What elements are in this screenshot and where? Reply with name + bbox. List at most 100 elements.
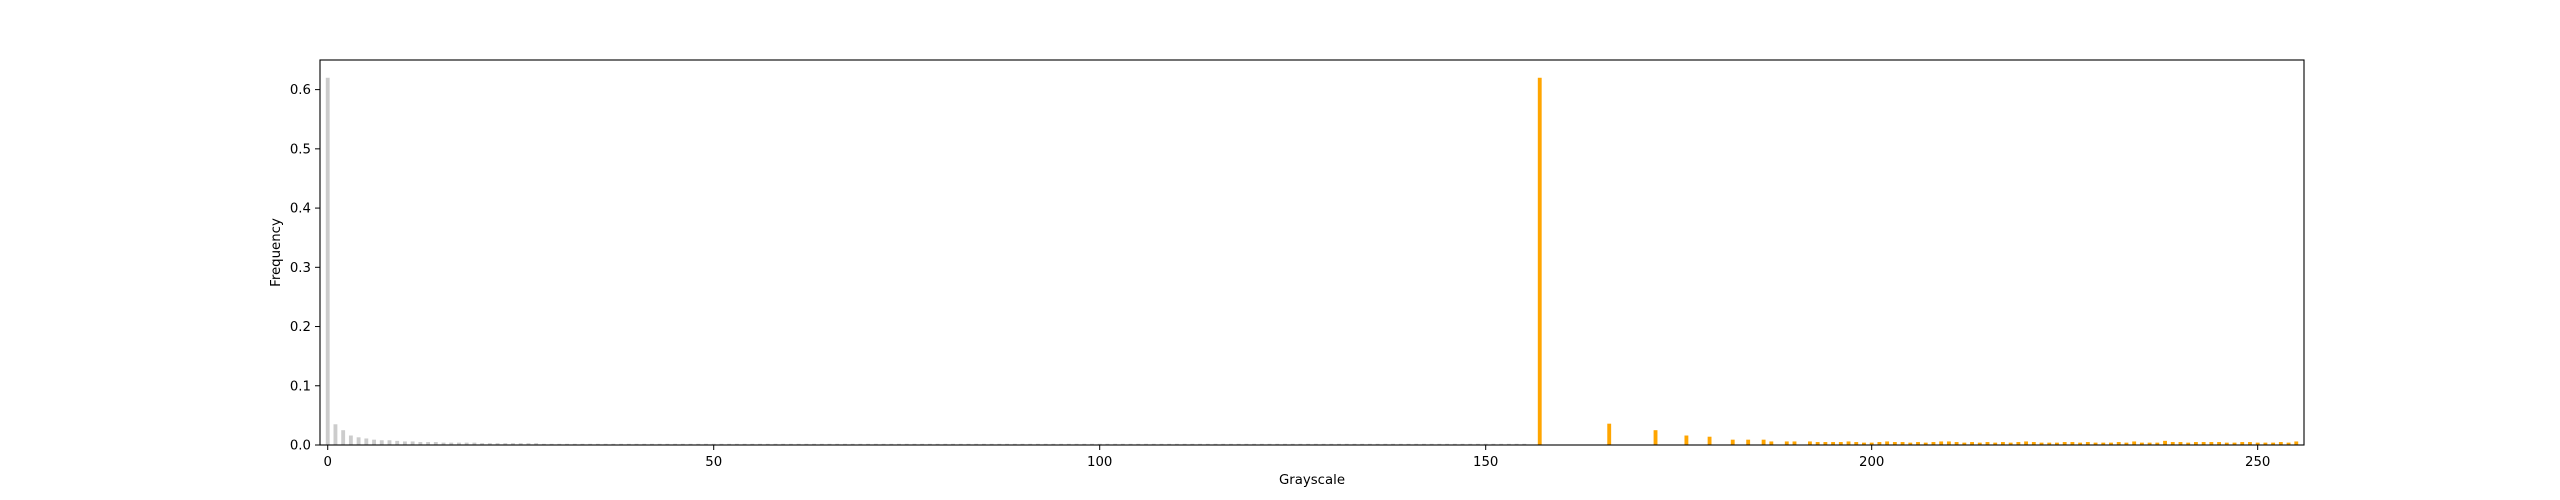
gray-bar-109 [1167, 443, 1172, 445]
gray-bar-125 [1290, 443, 1295, 445]
gray-bar-141 [1414, 443, 1419, 445]
gray-bar-112 [1190, 443, 1195, 445]
orange-bar-234 [2132, 441, 2137, 445]
gray-bar-95 [1059, 443, 1064, 445]
gray-bar-7 [379, 440, 384, 445]
gray-bar-87 [997, 443, 1002, 445]
orange-bar-179 [1707, 436, 1712, 445]
gray-bar-58 [773, 443, 778, 445]
orange-bar-240 [2178, 442, 2183, 445]
gray-bar-155 [1522, 443, 1527, 445]
gray-bar-146 [1452, 443, 1457, 445]
gray-bar-128 [1313, 443, 1318, 445]
gray-bar-99 [1090, 443, 1094, 445]
orange-bar-205 [1908, 442, 1913, 445]
gray-bar-72 [881, 443, 886, 445]
gray-bar-51 [719, 443, 724, 445]
gray-bar-46 [680, 443, 685, 445]
gray-bar-13 [426, 442, 431, 445]
orange-bar-243 [2201, 442, 2206, 445]
gray-bar-80 [943, 443, 948, 445]
orange-bar-247 [2232, 442, 2237, 445]
orange-bar-211 [1954, 442, 1959, 445]
orange-bar-212 [1962, 442, 1967, 445]
x-tick-label-0: 0 [323, 455, 331, 470]
gray-bar-16 [449, 442, 454, 445]
orange-bar-251 [2263, 442, 2268, 445]
orange-bar-233 [2124, 442, 2129, 445]
gray-bar-97 [1074, 443, 1079, 445]
x-axis-ticks: 0 50 100 150 200 250 [323, 445, 2270, 470]
gray-bar-142 [1422, 443, 1426, 445]
orange-bar-223 [2047, 442, 2052, 445]
orange-bar-182 [1730, 439, 1735, 445]
gray-bar-54 [742, 443, 747, 445]
gray-bar-135 [1367, 443, 1372, 445]
orange-bar-252 [2271, 442, 2276, 445]
orange-bar-230 [2101, 442, 2106, 445]
orange-bar-189 [1784, 441, 1789, 445]
gray-bar-32 [572, 443, 577, 445]
gray-bar-152 [1499, 443, 1504, 445]
gray-bar-22 [495, 443, 500, 445]
gray-bar-81 [951, 443, 955, 445]
gray-bar-94 [1051, 443, 1056, 445]
orange-bar-203 [1892, 442, 1897, 445]
orange-bar-207 [1923, 442, 1928, 445]
gray-bar-39 [626, 443, 631, 445]
gray-bar-119 [1244, 443, 1249, 445]
orange-bar-210 [1946, 441, 1951, 445]
orange-bar-218 [2008, 442, 2013, 445]
gray-bar-127 [1306, 443, 1311, 445]
gray-bar-137 [1383, 443, 1388, 445]
gray-bar-25 [518, 443, 523, 445]
gray-bar-42 [650, 443, 654, 445]
gray-bar-103 [1120, 443, 1125, 445]
orange-bar-219 [2016, 442, 2021, 445]
orange-bar-254 [2286, 442, 2291, 445]
gray-bar-53 [734, 443, 739, 445]
orange-bar-208 [1931, 442, 1936, 445]
gray-bar-45 [673, 443, 678, 445]
orange-bar-200 [1869, 442, 1874, 445]
gray-bar-86 [989, 443, 994, 445]
orange-bar-195 [1831, 442, 1836, 445]
gray-bar-82 [958, 443, 963, 445]
gray-bar-2 [341, 430, 346, 445]
gray-bar-85 [981, 443, 986, 445]
gray-bar-120 [1252, 443, 1257, 445]
gray-bar-62 [804, 443, 809, 445]
orange-bar-227 [2078, 442, 2083, 445]
gray-bar-149 [1476, 443, 1480, 445]
gray-bar-57 [765, 443, 770, 445]
orange-bar-236 [2147, 442, 2152, 445]
gray-bar-10 [402, 441, 407, 445]
orange-bar-241 [2186, 442, 2191, 445]
gray-bar-34 [588, 443, 593, 445]
gray-bar-52 [727, 443, 732, 445]
gray-bar-24 [511, 443, 515, 445]
orange-bar-184 [1746, 439, 1751, 445]
orange-bar-238 [2163, 440, 2167, 445]
orange-bar-216 [1993, 442, 1998, 445]
gray-bar-70 [866, 443, 871, 445]
gray-bar-38 [619, 443, 623, 445]
gray-bar-17 [457, 442, 461, 445]
orange-bar-198 [1854, 442, 1859, 445]
gray-bar-12 [418, 442, 423, 445]
gray-bar-61 [796, 443, 801, 445]
orange-bar-196 [1838, 442, 1843, 445]
gray-bar-151 [1491, 443, 1496, 445]
orange-bar-220 [2024, 441, 2029, 445]
gray-bar-64 [819, 443, 824, 445]
x-tick-label-200: 200 [1859, 455, 1884, 470]
gray-bar-131 [1337, 443, 1341, 445]
gray-bar-143 [1429, 443, 1434, 445]
orange-bar-209 [1939, 441, 1944, 445]
orange-bar-217 [2001, 442, 2005, 445]
gray-bar-9 [395, 440, 400, 445]
orange-bar-248 [2240, 442, 2245, 445]
gray-bar-56 [758, 443, 762, 445]
gray-bar-83 [966, 443, 971, 445]
gray-bar-150 [1483, 443, 1488, 445]
